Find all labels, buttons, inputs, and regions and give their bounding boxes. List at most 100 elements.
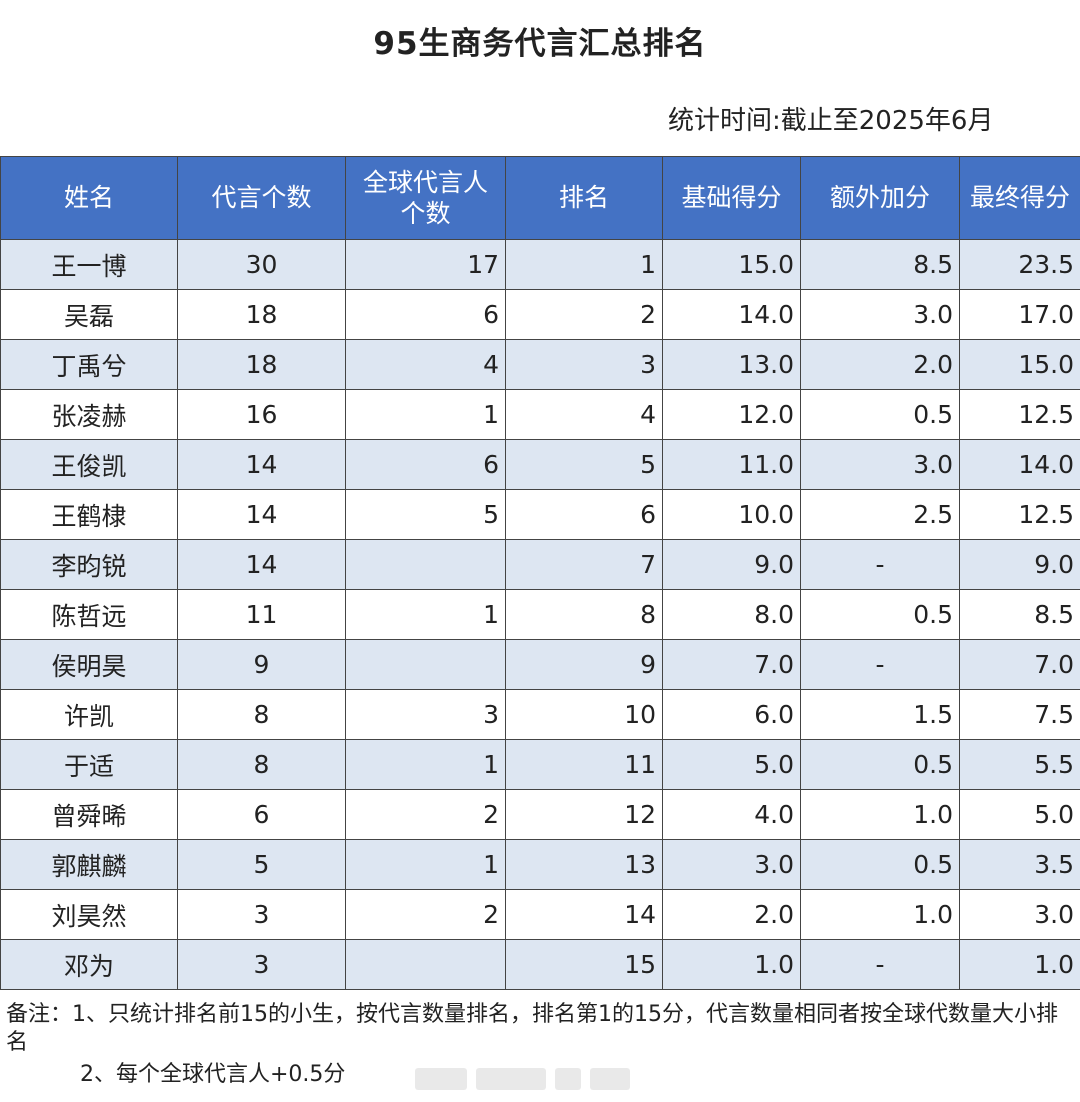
cell-bonus-score: - bbox=[800, 939, 960, 990]
cell-rank: 2 bbox=[505, 289, 663, 340]
cell-base-score: 14.0 bbox=[662, 289, 801, 340]
table-row: 王俊凯 14 6 5 11.0 3.0 14.0 bbox=[0, 439, 1080, 490]
cell-bonus-score: 1.5 bbox=[800, 689, 960, 740]
cell-endorsement-count: 18 bbox=[177, 289, 346, 340]
cell-final-score: 12.5 bbox=[959, 389, 1080, 440]
cell-rank: 11 bbox=[505, 739, 663, 790]
cell-base-score: 5.0 bbox=[662, 739, 801, 790]
cell-global-ambassador-count: 6 bbox=[345, 289, 506, 340]
cell-base-score: 13.0 bbox=[662, 339, 801, 390]
cell-bonus-score: 0.5 bbox=[800, 389, 960, 440]
footnote-line-1: 备注：1、只统计排名前15的小生，按代言数量排名，排名第1的15分，代言数量相同… bbox=[6, 1002, 1058, 1055]
cell-endorsement-count: 14 bbox=[177, 489, 346, 540]
cell-global-ambassador-count: 2 bbox=[345, 889, 506, 940]
cell-global-ambassador-count bbox=[345, 639, 506, 690]
cell-name: 张凌赫 bbox=[0, 389, 178, 440]
stat-time: 统计时间:截止至2025年6月 bbox=[668, 106, 994, 136]
table-row: 侯明昊 9 9 7.0-7.0 bbox=[0, 639, 1080, 690]
cell-final-score: 9.0 bbox=[959, 539, 1080, 590]
table-row: 许凯 8 3 10 6.0 1.5 7.5 bbox=[0, 689, 1080, 740]
cell-name: 于适 bbox=[0, 739, 178, 790]
cell-final-score: 12.5 bbox=[959, 489, 1080, 540]
cell-bonus-score: 2.0 bbox=[800, 339, 960, 390]
cell-bonus-score: 3.0 bbox=[800, 289, 960, 340]
cell-endorsement-count: 16 bbox=[177, 389, 346, 440]
cell-name: 陈哲远 bbox=[0, 589, 178, 640]
cell-base-score: 6.0 bbox=[662, 689, 801, 740]
cell-endorsement-count: 5 bbox=[177, 839, 346, 890]
cell-name: 王俊凯 bbox=[0, 439, 178, 490]
cell-name: 李昀锐 bbox=[0, 539, 178, 590]
cell-bonus-score: - bbox=[800, 639, 960, 690]
cell-name: 王一博 bbox=[0, 239, 178, 290]
table-row: 郭麒麟 5 1 13 3.0 0.5 3.5 bbox=[0, 839, 1080, 890]
table-row: 丁禹兮 18 4 3 13.0 2.0 15.0 bbox=[0, 339, 1080, 390]
cell-name: 吴磊 bbox=[0, 289, 178, 340]
cell-name: 侯明昊 bbox=[0, 639, 178, 690]
cell-global-ambassador-count: 3 bbox=[345, 689, 506, 740]
cell-name: 邓为 bbox=[0, 939, 178, 990]
cell-rank: 4 bbox=[505, 389, 663, 440]
table-row: 陈哲远 11 1 8 8.0 0.5 8.5 bbox=[0, 589, 1080, 640]
table-row: 于适 8 1 11 5.0 0.5 5.5 bbox=[0, 739, 1080, 790]
cell-global-ambassador-count: 2 bbox=[345, 789, 506, 840]
table-row: 李昀锐 14 7 9.0-9.0 bbox=[0, 539, 1080, 590]
cell-final-score: 14.0 bbox=[959, 439, 1080, 490]
cell-base-score: 2.0 bbox=[662, 889, 801, 940]
cell-endorsement-count: 8 bbox=[177, 689, 346, 740]
cell-rank: 10 bbox=[505, 689, 663, 740]
cell-bonus-score: 1.0 bbox=[800, 889, 960, 940]
cell-base-score: 11.0 bbox=[662, 439, 801, 490]
cell-global-ambassador-count: 17 bbox=[345, 239, 506, 290]
cell-base-score: 12.0 bbox=[662, 389, 801, 440]
table-row: 张凌赫 16 1 4 12.0 0.5 12.5 bbox=[0, 389, 1080, 440]
cell-final-score: 23.5 bbox=[959, 239, 1080, 290]
cell-rank: 12 bbox=[505, 789, 663, 840]
cell-global-ambassador-count bbox=[345, 939, 506, 990]
cell-global-ambassador-count: 4 bbox=[345, 339, 506, 390]
cell-base-score: 15.0 bbox=[662, 239, 801, 290]
cell-endorsement-count: 9 bbox=[177, 639, 346, 690]
header-base-score: 基础得分 bbox=[662, 156, 801, 240]
cell-base-score: 10.0 bbox=[662, 489, 801, 540]
header-rank: 排名 bbox=[505, 156, 663, 240]
header-bonus-score: 额外加分 bbox=[800, 156, 960, 240]
cell-rank: 13 bbox=[505, 839, 663, 890]
cell-endorsement-count: 3 bbox=[177, 889, 346, 940]
cell-endorsement-count: 14 bbox=[177, 439, 346, 490]
cell-endorsement-count: 8 bbox=[177, 739, 346, 790]
footnote: 备注：1、只统计排名前15的小生，按代言数量排名，排名第1的15分，代言数量相同… bbox=[6, 1001, 1076, 1089]
table-row: 刘昊然 3 2 14 2.0 1.0 3.0 bbox=[0, 889, 1080, 940]
cell-global-ambassador-count: 5 bbox=[345, 489, 506, 540]
cell-final-score: 7.5 bbox=[959, 689, 1080, 740]
table-row: 王一博 30 17 1 15.0 8.5 23.5 bbox=[0, 239, 1080, 290]
cell-name: 曾舜晞 bbox=[0, 789, 178, 840]
table-row: 王鹤棣 14 5 6 10.0 2.5 12.5 bbox=[0, 489, 1080, 540]
cell-endorsement-count: 11 bbox=[177, 589, 346, 640]
cell-bonus-score: 8.5 bbox=[800, 239, 960, 290]
header-endorsement-count: 代言个数 bbox=[177, 156, 346, 240]
cell-name: 许凯 bbox=[0, 689, 178, 740]
cell-rank: 14 bbox=[505, 889, 663, 940]
cell-final-score: 7.0 bbox=[959, 639, 1080, 690]
footnote-line-2: 2、每个全球代言人+0.5分 bbox=[80, 1062, 346, 1087]
table-row: 邓为 3 15 1.0-1.0 bbox=[0, 939, 1080, 990]
cell-global-ambassador-count: 1 bbox=[345, 739, 506, 790]
cell-rank: 5 bbox=[505, 439, 663, 490]
cell-endorsement-count: 14 bbox=[177, 539, 346, 590]
cell-base-score: 9.0 bbox=[662, 539, 801, 590]
cell-base-score: 3.0 bbox=[662, 839, 801, 890]
watermark bbox=[415, 1064, 655, 1094]
header-global-ambassador-count: 全球代言人个数 bbox=[345, 156, 506, 240]
cell-bonus-score: 0.5 bbox=[800, 739, 960, 790]
cell-bonus-score: 0.5 bbox=[800, 839, 960, 890]
cell-endorsement-count: 30 bbox=[177, 239, 346, 290]
cell-rank: 6 bbox=[505, 489, 663, 540]
cell-final-score: 5.0 bbox=[959, 789, 1080, 840]
cell-global-ambassador-count: 1 bbox=[345, 589, 506, 640]
cell-global-ambassador-count: 1 bbox=[345, 839, 506, 890]
page-title: 95生商务代言汇总排名 bbox=[373, 26, 707, 62]
cell-rank: 15 bbox=[505, 939, 663, 990]
cell-final-score: 1.0 bbox=[959, 939, 1080, 990]
cell-name: 王鹤棣 bbox=[0, 489, 178, 540]
